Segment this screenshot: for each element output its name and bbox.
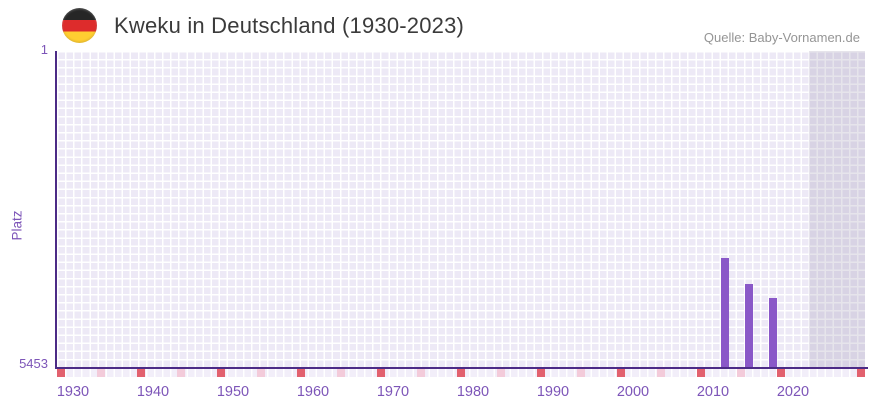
x-axis-labels: 1930 1940 1950 1960 1970 1980 1990 2000 2010 2020 xyxy=(57,384,865,404)
red-tick-1998 xyxy=(617,369,625,377)
red-tick-1988 xyxy=(537,369,545,377)
pink-tick-1993 xyxy=(577,369,585,377)
x-axis-label-2010: 2010 xyxy=(696,384,730,400)
x-axis-label-1980: 1980 xyxy=(456,384,490,400)
edge-red-tick-1928 xyxy=(57,369,65,377)
x-axis-label-1950: 1950 xyxy=(216,384,250,400)
x-axis-tick-band xyxy=(57,369,865,377)
y-axis-line xyxy=(55,51,57,369)
red-tick-1968 xyxy=(377,369,385,377)
recent-years-highlight-band xyxy=(809,51,865,367)
edge-red-tick-2028 xyxy=(857,369,865,377)
red-tick-2018 xyxy=(777,369,785,377)
y-axis-tick-top: 1 xyxy=(40,42,48,57)
red-tick-2008 xyxy=(697,369,705,377)
x-axis-label-1990: 1990 xyxy=(536,384,570,400)
x-axis-label-2000: 2000 xyxy=(616,384,650,400)
x-axis-line xyxy=(55,367,868,369)
rank-bar-2014[interactable] xyxy=(745,284,753,367)
pink-tick-1973 xyxy=(417,369,425,377)
x-axis-label-1960: 1960 xyxy=(296,384,330,400)
rank-bar-2017[interactable] xyxy=(769,298,777,367)
chart-title: Kweku in Deutschland (1930-2023) xyxy=(114,13,465,38)
pink-tick-1943 xyxy=(177,369,185,377)
pink-tick-1953 xyxy=(257,369,265,377)
x-axis-label-1930: 1930 xyxy=(56,384,90,400)
red-tick-1938 xyxy=(136,369,145,377)
red-tick-1978 xyxy=(457,369,465,377)
pink-tick-1933 xyxy=(96,369,105,377)
rank-bar-2011[interactable] xyxy=(721,258,729,367)
x-axis-label-1940: 1940 xyxy=(136,384,170,400)
pink-tick-1963 xyxy=(337,369,345,377)
source-attribution: Quelle: Baby-Vornamen.de xyxy=(703,30,860,45)
y-axis-tick-bottom: 5453 xyxy=(19,356,48,371)
pink-tick-2003 xyxy=(657,369,665,377)
plot-area xyxy=(57,51,865,367)
x-axis-label-1970: 1970 xyxy=(376,384,410,400)
germany-flag-icon xyxy=(62,8,97,43)
y-axis-title: Platz xyxy=(9,210,25,241)
pink-tick-1983 xyxy=(497,369,505,377)
x-axis-label-2020: 2020 xyxy=(776,384,810,400)
pink-tick-2013 xyxy=(737,369,745,377)
red-tick-1958 xyxy=(297,369,305,377)
red-tick-1948 xyxy=(217,369,225,377)
